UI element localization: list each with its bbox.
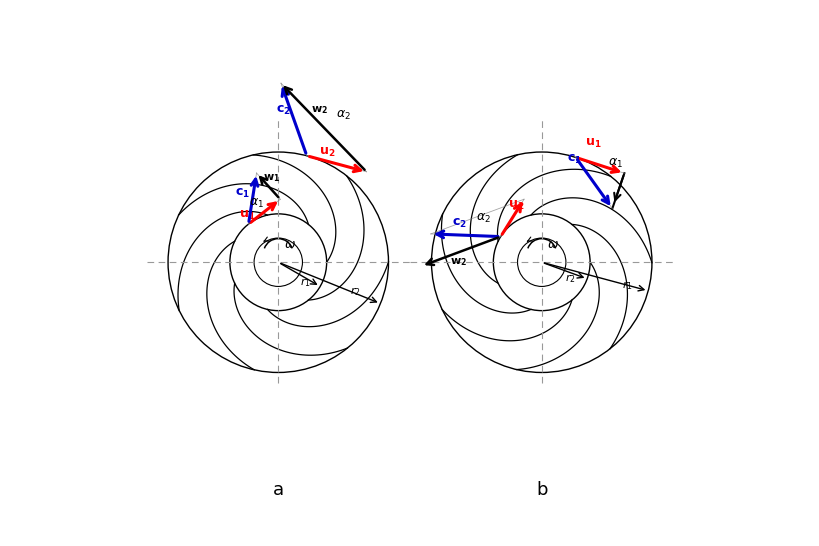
Text: $\mathbf{u_1}$: $\mathbf{u_1}$ xyxy=(584,137,600,150)
Text: $\mathbf{u_2}$: $\mathbf{u_2}$ xyxy=(508,199,524,212)
Text: b: b xyxy=(536,481,547,499)
Text: $\mathbf{c_2}$: $\mathbf{c_2}$ xyxy=(451,217,466,230)
Text: $r_1$: $r_1$ xyxy=(621,279,631,292)
Text: $\mathbf{c_1}$: $\mathbf{c_1}$ xyxy=(234,187,249,200)
Text: $\mathbf{c_1}$: $\mathbf{c_1}$ xyxy=(567,153,581,167)
Text: $\mathbf{u_2}$: $\mathbf{u_2}$ xyxy=(319,146,335,159)
Text: $\omega$: $\omega$ xyxy=(546,238,559,251)
Text: $\mathbf{w_1}$: $\mathbf{w_1}$ xyxy=(263,172,280,183)
Text: $\alpha_1$: $\alpha_1$ xyxy=(608,157,622,170)
Text: $\mathbf{w_2}$: $\mathbf{w_2}$ xyxy=(450,256,467,268)
Text: $\mathbf{u_1}$: $\mathbf{u_1}$ xyxy=(238,209,255,222)
Text: $\alpha_1$: $\alpha_1$ xyxy=(248,197,264,210)
Text: $r_2$: $r_2$ xyxy=(350,286,360,298)
Text: $\mathbf{c_2}$: $\mathbf{c_2}$ xyxy=(275,104,291,117)
Text: a: a xyxy=(273,481,283,499)
Text: $\mathbf{w_2}$: $\mathbf{w_2}$ xyxy=(311,104,328,116)
Text: $\alpha_2$: $\alpha_2$ xyxy=(476,211,491,224)
Text: $r_2$: $r_2$ xyxy=(564,272,575,284)
Text: $r_1$: $r_1$ xyxy=(299,276,310,289)
Text: $\omega$: $\omega$ xyxy=(283,238,295,251)
Text: $\alpha_2$: $\alpha_2$ xyxy=(336,109,351,122)
